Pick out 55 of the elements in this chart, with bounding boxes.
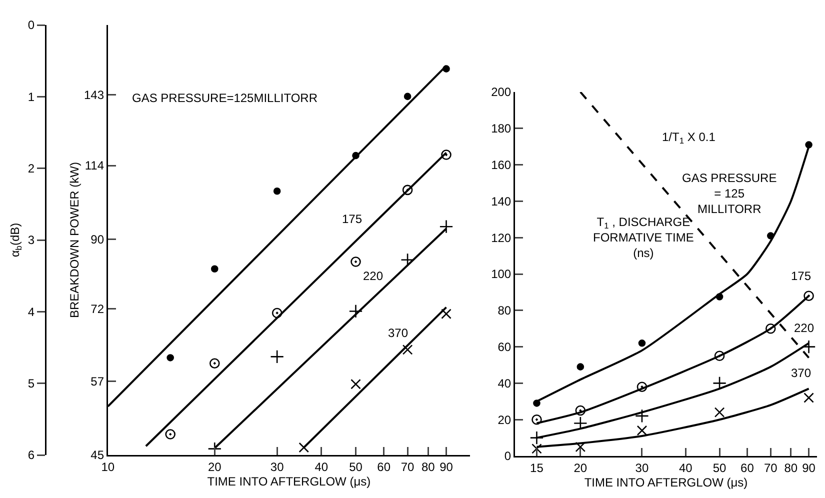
y2-tick-label: 3 — [28, 233, 35, 248]
y2-tick-label: 0 — [28, 18, 35, 32]
x-tick-label: 30 — [635, 460, 649, 475]
series-label: 370 — [791, 366, 812, 380]
x-axis-title: TIME INTO AFTERGLOW (μs) — [584, 476, 748, 490]
annotation: GAS PRESSURE=125MILLITORR — [132, 91, 318, 105]
series-label: 175 — [342, 212, 362, 226]
text: 1/T$_{1}$ X 0.1 — [662, 130, 716, 146]
x-tick-label: 70 — [764, 460, 778, 475]
y-tick-label: 80 — [498, 304, 512, 318]
x-tick-label: 80 — [784, 460, 798, 475]
y-tick-label: 72 — [90, 302, 104, 316]
y-tick-label: 57 — [90, 374, 104, 389]
x-tick-label: 90 — [802, 460, 816, 475]
x-tick-label: 70 — [400, 460, 415, 474]
y-tick-label: 143 — [84, 88, 104, 102]
y-tick-label: 200 — [491, 85, 512, 100]
series-label: 220 — [363, 269, 384, 283]
x-tick-label: 40 — [314, 460, 328, 474]
y2-tick-label: 6 — [28, 448, 35, 462]
y-tick-label: 120 — [491, 230, 512, 245]
y2-tick-label: 2 — [28, 162, 35, 176]
y-tick-label: 114 — [84, 158, 104, 173]
y2-tick-label: 5 — [28, 376, 35, 391]
x-tick-label: 50 — [349, 460, 363, 474]
y-tick-label: 20 — [498, 412, 512, 427]
y-tick-label: 0 — [504, 449, 512, 464]
y-tick-label: 40 — [498, 376, 512, 390]
x-tick-label: 20 — [208, 460, 222, 474]
x-tick-label: 80 — [421, 460, 436, 474]
y2-tick-label: 4 — [28, 304, 35, 319]
series-label: 175 — [791, 269, 812, 283]
x-tick-label: 90 — [440, 460, 454, 474]
y-tick-label: 60 — [498, 340, 512, 354]
series-label: 220 — [794, 321, 814, 335]
y-axis-title: T$_{1}$ , DISCHARGE FORMATIVE TIME (ns) — [593, 215, 694, 260]
x-tick-label: 10 — [101, 460, 115, 474]
x-tick-label: 50 — [712, 460, 727, 475]
y2-tick-label: 1 — [28, 90, 35, 104]
y-tick-label: 180 — [491, 122, 512, 136]
x-tick-label: 15 — [530, 460, 544, 475]
y-tick-label: 140 — [491, 194, 512, 208]
y-tick-label: 90 — [90, 232, 104, 246]
x-tick-label: 30 — [270, 460, 284, 474]
y-axis-title: BREAKDOWN POWER (kW) — [68, 162, 82, 318]
annotation: GAS PRESSURE = 125 MILLITORR — [682, 171, 777, 216]
y-tick-label: 100 — [491, 267, 512, 282]
x-tick-label: 60 — [740, 460, 754, 475]
y-tick-label: 45 — [90, 448, 104, 462]
x-tick-label: 20 — [574, 460, 588, 475]
series-label: 370 — [388, 326, 408, 340]
x-tick-label: 60 — [377, 460, 391, 474]
x-axis-title: TIME INTO AFTERGLOW (μs) — [207, 474, 371, 489]
y-tick-label: 160 — [491, 158, 512, 172]
x-tick-label: 40 — [678, 460, 693, 475]
